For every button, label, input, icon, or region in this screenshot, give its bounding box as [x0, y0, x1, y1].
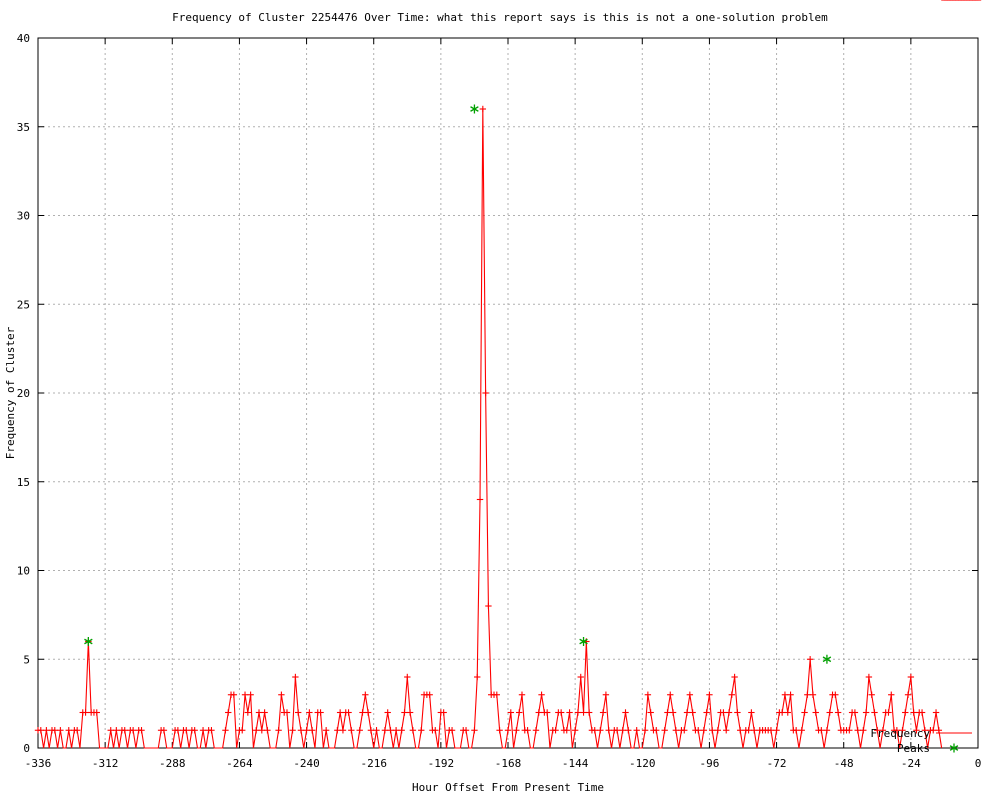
data-series-peaks [84, 104, 832, 664]
y-tick-label: 30 [17, 210, 30, 223]
chart-legend: Frequency Peaks [870, 727, 972, 755]
x-tick-label: -24 [901, 757, 921, 770]
y-tick-label: 5 [23, 653, 30, 666]
x-axis-title: Hour Offset From Present Time [412, 781, 604, 794]
x-tick-label: -192 [428, 757, 455, 770]
y-axis-ticks: 0 5 10 15 20 25 30 35 40 [17, 32, 978, 755]
x-tick-label: -48 [834, 757, 854, 770]
y-tick-label: 40 [17, 32, 30, 45]
x-tick-label: -168 [495, 757, 522, 770]
x-tick-label: -120 [629, 757, 656, 770]
x-tick-label: -240 [293, 757, 320, 770]
x-tick-label: -72 [767, 757, 787, 770]
y-tick-label: 0 [23, 742, 30, 755]
x-tick-label: -216 [360, 757, 387, 770]
x-tick-label: 0 [975, 757, 982, 770]
x-tick-label: -312 [92, 757, 119, 770]
chart-title: Frequency of Cluster 2254476 Over Time: … [172, 11, 828, 24]
data-series-frequency [34, 0, 982, 749]
x-tick-label: -144 [562, 757, 589, 770]
y-tick-label: 35 [17, 121, 30, 134]
legend-label-peaks: Peaks [897, 742, 930, 755]
legend-label-frequency: Frequency [870, 727, 930, 740]
x-tick-label: -264 [226, 757, 253, 770]
y-axis-title: Frequency of Cluster [4, 326, 17, 459]
y-tick-label: 25 [17, 298, 30, 311]
y-tick-label: 20 [17, 387, 30, 400]
x-axis-ticks: -336 -312 -288 -264 -240 -216 -192 -168 -144 -120… [25, 38, 982, 770]
y-tick-label: 10 [17, 565, 30, 578]
x-tick-label: -336 [25, 757, 52, 770]
x-tick-label: -288 [159, 757, 186, 770]
x-tick-label: -96 [699, 757, 719, 770]
y-tick-label: 15 [17, 476, 30, 489]
grid-lines [38, 38, 978, 748]
